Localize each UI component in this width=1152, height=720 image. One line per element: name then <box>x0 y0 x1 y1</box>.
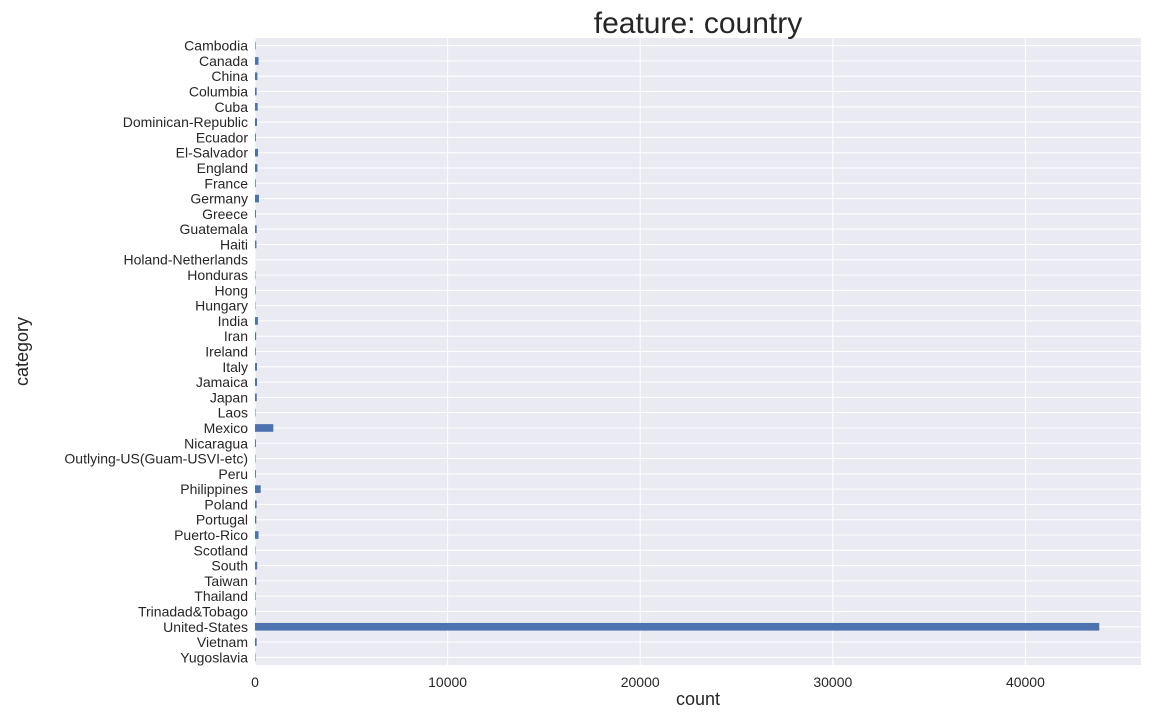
y-tick-label: Cambodia <box>184 38 248 54</box>
bar-el-salvador <box>255 148 258 157</box>
y-tick-label: Hong <box>215 282 248 298</box>
bar-cuba <box>255 102 258 111</box>
y-tick-labels: CambodiaCanadaChinaColumbiaCubaDominican… <box>64 38 248 666</box>
y-tick-label: El-Salvador <box>176 145 249 161</box>
y-tick-label: Japan <box>210 389 248 405</box>
y-tick-label: Yugoslavia <box>180 649 248 665</box>
y-tick-label: Nicaragua <box>184 435 248 451</box>
bar-china <box>255 72 258 81</box>
bar-japan <box>255 393 257 402</box>
bar-poland <box>255 500 257 509</box>
y-tick-label: Trinadad&Tobago <box>138 603 248 619</box>
y-tick-label: Honduras <box>187 267 248 283</box>
chart-title: feature: country <box>594 7 802 40</box>
y-tick-label: Hungary <box>195 298 248 314</box>
y-tick-label: India <box>218 313 249 329</box>
y-tick-label: Greece <box>202 206 248 222</box>
y-tick-label: Canada <box>199 53 248 69</box>
x-tick-labels: 0 10000 20000 30000 40000 <box>251 674 1045 690</box>
bar-iran <box>255 332 257 341</box>
y-tick-label: Columbia <box>189 84 248 100</box>
bar-india <box>255 317 258 325</box>
y-tick-label: Peru <box>218 466 248 482</box>
y-tick-label: Ecuador <box>196 129 248 145</box>
y-tick-label: Italy <box>222 359 248 375</box>
y-tick-label: France <box>204 175 248 191</box>
bar-canada <box>255 57 259 65</box>
bar-thailand <box>255 592 256 601</box>
y-tick-label: Vietnam <box>197 634 248 650</box>
bar-italy <box>255 362 258 371</box>
y-tick-label: South <box>211 558 248 574</box>
bar-germany <box>255 194 259 203</box>
bar-ireland <box>255 347 256 356</box>
bar-peru <box>255 470 256 478</box>
x-tick-label: 0 <box>251 674 259 690</box>
bar-hong <box>255 286 256 295</box>
bar-england <box>255 164 258 172</box>
y-tick-label: Holand-Netherlands <box>123 252 248 268</box>
bar-nicaragua <box>255 439 256 448</box>
y-tick-label: Philippines <box>180 481 248 497</box>
y-tick-label: Poland <box>204 496 248 512</box>
y-tick-label: United-States <box>163 619 248 635</box>
y-tick-label: Laos <box>218 405 248 421</box>
y-tick-label: Iran <box>224 328 248 344</box>
bar-vietnam <box>255 638 257 646</box>
bar-columbia <box>255 87 257 96</box>
y-tick-label: Cuba <box>215 99 249 115</box>
bar-cambodia <box>255 41 256 50</box>
x-tick-label: 30000 <box>813 674 852 690</box>
y-tick-label: England <box>197 160 248 176</box>
bar-jamaica <box>255 378 258 386</box>
x-tick-label: 20000 <box>621 674 660 690</box>
bar-portugal <box>255 515 257 524</box>
y-tick-label: Mexico <box>204 420 249 436</box>
x-tick-label: 40000 <box>1006 674 1045 690</box>
bar-mexico <box>255 424 274 432</box>
bar-dominican-republic <box>255 118 257 126</box>
bar-taiwan <box>255 577 257 585</box>
y-tick-label: Scotland <box>194 542 248 558</box>
y-tick-label: Thailand <box>194 588 248 604</box>
y-tick-label: China <box>211 68 248 84</box>
bar-philippines <box>255 485 261 493</box>
y-tick-label: Haiti <box>220 236 248 252</box>
bar-france <box>255 179 256 188</box>
x-axis-label: count <box>676 689 720 709</box>
x-tick-label: 10000 <box>428 674 467 690</box>
bar-guatemala <box>255 225 257 233</box>
y-tick-label: Taiwan <box>204 573 248 589</box>
bar-layer <box>255 41 1100 662</box>
y-tick-label: Ireland <box>205 344 248 360</box>
y-tick-label: Germany <box>190 191 248 207</box>
y-tick-label: Jamaica <box>196 374 248 390</box>
y-tick-label: Portugal <box>196 512 248 528</box>
y-axis-label: category <box>12 317 32 386</box>
y-tick-label: Puerto-Rico <box>174 527 248 543</box>
bar-united-states <box>255 622 1100 631</box>
y-tick-label: Dominican-Republic <box>123 114 248 130</box>
y-tick-label: Guatemala <box>180 221 249 237</box>
bar-ecuador <box>255 133 256 142</box>
y-tick-label: Outlying-US(Guam-USVI-etc) <box>64 451 248 467</box>
bar-trinadad-tobago <box>255 607 256 616</box>
bar-puerto-rico <box>255 531 259 539</box>
bar-south <box>255 561 258 570</box>
bar-haiti <box>255 240 257 249</box>
bar-greece <box>255 210 256 218</box>
